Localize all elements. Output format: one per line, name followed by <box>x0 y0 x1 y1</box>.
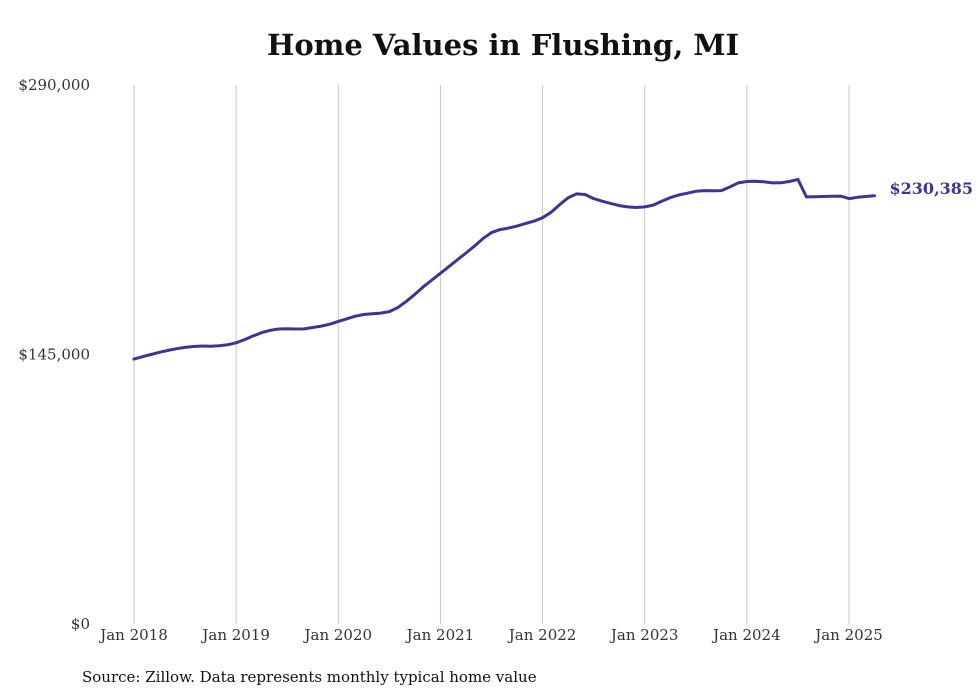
x-tick-label: Jan 2019 <box>200 626 270 644</box>
x-tick-label: Jan 2025 <box>813 626 883 644</box>
x-tick-label: Jan 2021 <box>405 626 475 644</box>
y-tick-label: $290,000 <box>18 76 90 94</box>
y-tick-label: $145,000 <box>18 346 90 364</box>
x-tick-label: Jan 2020 <box>303 626 373 644</box>
x-tick-label: Jan 2018 <box>98 626 168 644</box>
x-tick-label: Jan 2024 <box>711 626 781 644</box>
source-note: Source: Zillow. Data represents monthly … <box>82 668 537 686</box>
x-tick-label: Jan 2023 <box>609 626 679 644</box>
last-value-label: $230,385 <box>890 179 974 198</box>
x-tick-label: Jan 2022 <box>507 626 577 644</box>
series-line <box>132 177 876 361</box>
chart-title: Home Values in Flushing, MI <box>266 28 740 62</box>
y-tick-label: $0 <box>71 615 90 633</box>
